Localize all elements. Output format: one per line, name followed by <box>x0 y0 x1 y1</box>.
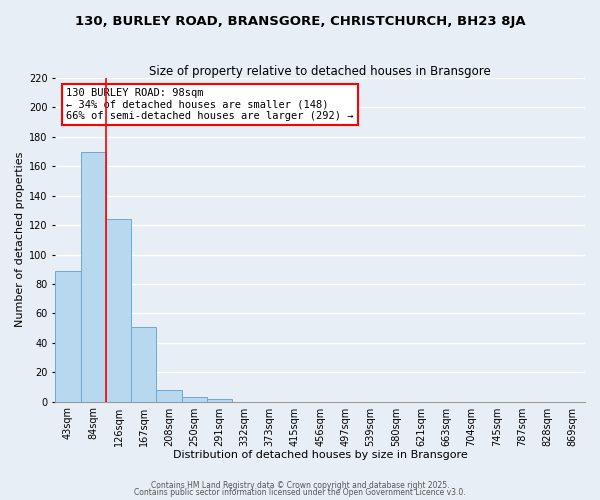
Bar <box>131 326 157 402</box>
Text: 130 BURLEY ROAD: 98sqm
← 34% of detached houses are smaller (148)
66% of semi-de: 130 BURLEY ROAD: 98sqm ← 34% of detached… <box>66 88 353 121</box>
Bar <box>157 390 182 402</box>
Bar <box>80 152 106 402</box>
Bar <box>207 398 232 402</box>
Title: Size of property relative to detached houses in Bransgore: Size of property relative to detached ho… <box>149 65 491 78</box>
Bar <box>182 397 207 402</box>
Text: Contains public sector information licensed under the Open Government Licence v3: Contains public sector information licen… <box>134 488 466 497</box>
X-axis label: Distribution of detached houses by size in Bransgore: Distribution of detached houses by size … <box>173 450 467 460</box>
Bar <box>55 270 80 402</box>
Text: 130, BURLEY ROAD, BRANSGORE, CHRISTCHURCH, BH23 8JA: 130, BURLEY ROAD, BRANSGORE, CHRISTCHURC… <box>74 15 526 28</box>
Text: Contains HM Land Registry data © Crown copyright and database right 2025.: Contains HM Land Registry data © Crown c… <box>151 480 449 490</box>
Bar <box>106 219 131 402</box>
Y-axis label: Number of detached properties: Number of detached properties <box>15 152 25 328</box>
